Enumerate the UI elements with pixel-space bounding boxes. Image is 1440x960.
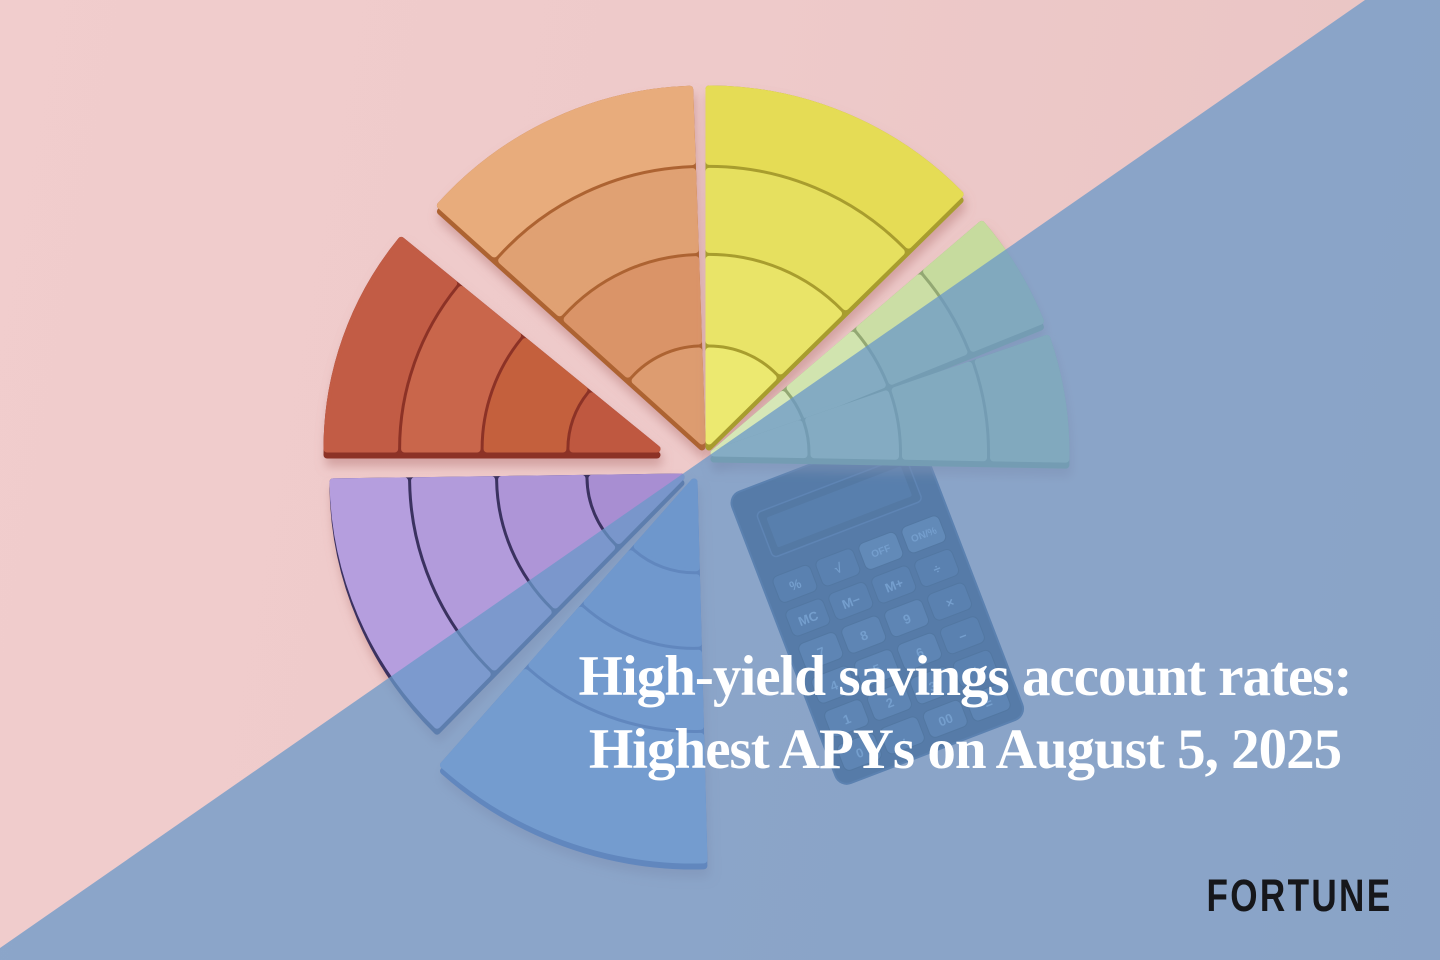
fortune-logo: FORTUNE	[1205, 870, 1392, 921]
headline-line-1: High-yield savings account rates:	[578, 645, 1353, 708]
headline: High-yield savings account rates: Highes…	[488, 640, 1440, 786]
headline-line-2: Highest APYs on August 5, 2025	[588, 718, 1342, 781]
